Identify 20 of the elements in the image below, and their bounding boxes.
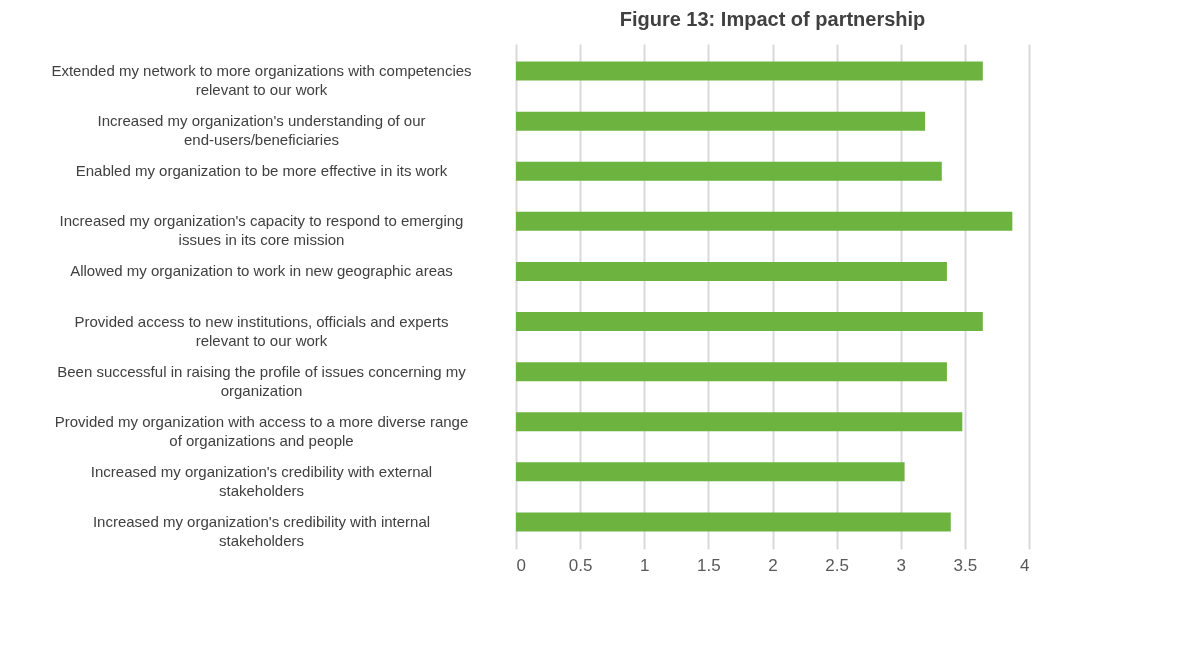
y-tick-label: Provided access to new institutions, officials and experts relevant to our work bbox=[74, 312, 449, 349]
y-tick-label: Extended my network to more organizations with competencies relevant to our work bbox=[51, 62, 472, 99]
y-tick-label: Enabled my organization to be more effective in its work bbox=[75, 162, 448, 180]
x-tick-label: 2 bbox=[768, 555, 778, 575]
chart-title: Figure 13: Impact of partnership bbox=[619, 8, 926, 30]
x-tick-label: 3 bbox=[896, 555, 906, 575]
x-tick-label: 0 bbox=[516, 555, 526, 575]
x-tick-label: 1.5 bbox=[697, 555, 721, 575]
x-tick-label: 3.5 bbox=[953, 555, 978, 575]
y-tick-label: Provided my organization with access to a more diverse range of organizations and people bbox=[54, 412, 469, 449]
y-tick-label: Allowed my organization to work in new geographic areas bbox=[70, 262, 453, 280]
x-tick-label: 1 bbox=[640, 555, 650, 575]
y-tick-label: Increased my organization's credibility with internal stakeholders bbox=[92, 512, 431, 549]
y-tick-label: Been successful in raising the profile of issues concerning my organization bbox=[57, 362, 467, 399]
x-tick-label: 0.5 bbox=[568, 555, 593, 575]
y-tick-label: Increased my organization's understanding of our end-users/beneficiaries bbox=[97, 112, 426, 149]
x-tick-label: 4 bbox=[1020, 555, 1030, 575]
x-tick-label: 2.5 bbox=[825, 555, 849, 575]
y-tick-label: Increased my organization's credibility with external stakeholders bbox=[90, 462, 433, 499]
y-tick-label: Increased my organization's capacity to respond to emerging issues in its core mission bbox=[59, 212, 464, 249]
